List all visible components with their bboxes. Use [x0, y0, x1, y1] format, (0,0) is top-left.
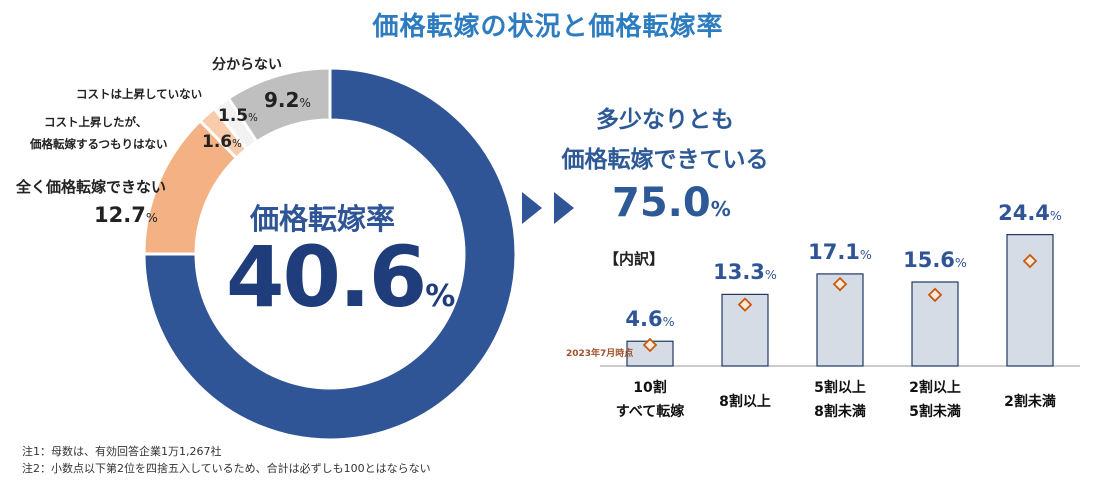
breakdown-label: 【内訳】	[604, 250, 665, 268]
bar-value-label: 24.4%	[998, 200, 1062, 225]
slice-transferred	[142, 66, 518, 442]
marker-2023-07-3	[927, 287, 943, 303]
value-wakaranai: 9.2%	[264, 88, 311, 112]
label-cost-not-up: コストは上昇していない	[76, 87, 203, 101]
bar-category-label: 5割以上 8割未満	[814, 380, 866, 420]
marker-2023-07-4	[1022, 253, 1038, 269]
arrow-icon	[522, 192, 574, 224]
right-heading-line2: 価格転嫁できている	[561, 147, 769, 173]
value-no-intent: 1.6%	[202, 132, 242, 152]
marker-2023-07-1	[737, 297, 753, 312]
bar-value-label: 4.6%	[625, 307, 675, 332]
bar-value-label: 15.6%	[903, 248, 967, 272]
marker-2023-07-2	[832, 276, 848, 292]
page-title: 価格転嫁の状況と価格転嫁率	[372, 12, 724, 42]
donut-center-value: 40.6%	[226, 228, 456, 326]
bar-value-label: 17.1%	[808, 239, 872, 264]
label-no-intent-2: 価格転嫁するつもりはない	[30, 137, 168, 151]
donut-center-title: 価格転嫁率	[250, 202, 396, 236]
marker-2023-07-0	[642, 337, 658, 353]
note-2: 注2：小数点以下第2位を四捨五入しているため、合計は必ずしも100とはならない	[22, 462, 431, 475]
value-none: 12.7%	[94, 203, 158, 227]
value-cost-not-up: 1.5%	[218, 106, 258, 126]
label-wakaranai: 分からない	[212, 57, 282, 73]
bar-category-label: 2割以上 5割未満	[909, 380, 961, 420]
note-1: 注1：母数は、有効回答企業1万1,267社	[22, 445, 222, 458]
slice-unknown	[226, 66, 332, 144]
annotation-2023-07: 2023年7月時点	[566, 349, 634, 359]
label-no-intent-1: コスト上昇したが、	[44, 115, 148, 129]
bar-value-label: 13.3%	[713, 260, 777, 285]
total-value: 75.0%	[612, 180, 731, 226]
bar-category-label: 10割 すべて転嫁	[615, 380, 685, 420]
right-heading-line1: 多少なりとも	[596, 107, 734, 133]
bar-category-label: 2割未満	[1004, 394, 1056, 410]
label-none: 全く価格転嫁できない	[16, 178, 167, 196]
bar-category-label: 8割以上	[719, 394, 771, 410]
